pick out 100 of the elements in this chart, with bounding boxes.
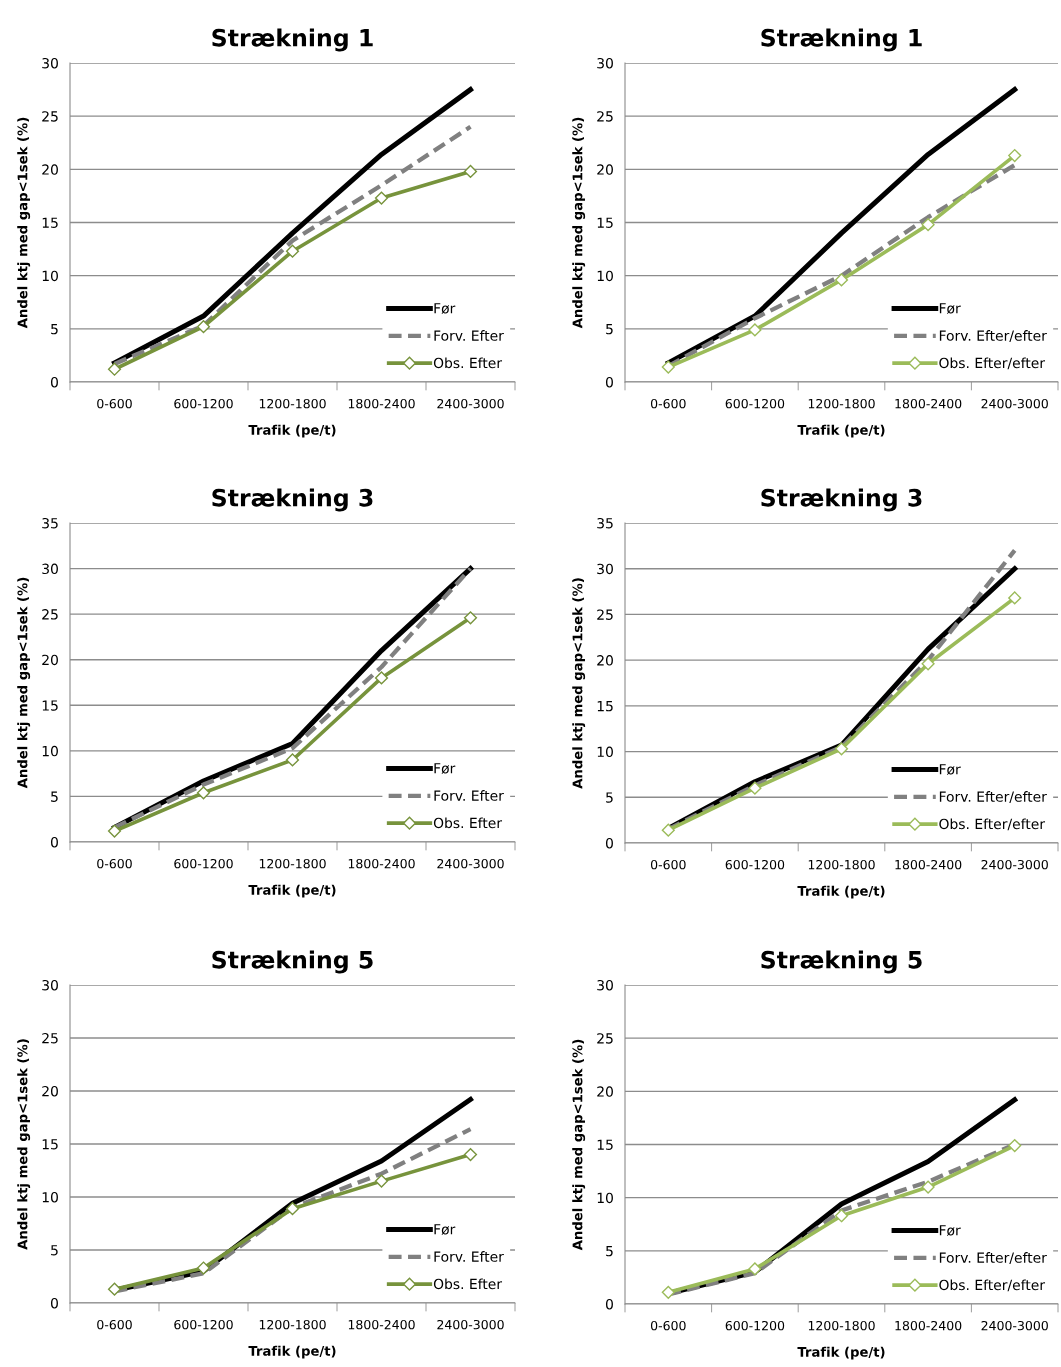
- y-axis-title: Andel ktj med gap<1sek (%): [17, 1039, 31, 1250]
- y-tick-label: 25: [597, 609, 613, 620]
- x-axis-title: Trafik (pe/t): [248, 1345, 336, 1359]
- y-tick-label: 5: [606, 323, 613, 335]
- x-axis-title: Trafik (pe/t): [797, 424, 885, 438]
- x-tick-label: 600-1200: [174, 398, 233, 409]
- point: [1008, 591, 1022, 605]
- y-tick-label: 5: [606, 1245, 613, 1257]
- y-tick-label: 10: [42, 270, 58, 282]
- y-tick-label: 20: [597, 164, 613, 175]
- x-tick-label: 1800-2400: [348, 398, 415, 409]
- point: [285, 244, 300, 258]
- x-tick-label: 600-1200: [725, 859, 785, 870]
- chart-title: Strækning 1: [212, 28, 373, 52]
- y-tick-label: 30: [42, 979, 58, 991]
- y-tick-label: 0: [50, 376, 58, 388]
- point: [661, 360, 675, 374]
- y-tick-label: 0: [605, 837, 613, 849]
- x-axis-title: Trafik (pe/t): [248, 424, 336, 438]
- y-axis-title: Andel ktj med gap<1sek (%): [572, 1039, 586, 1251]
- point: [285, 1202, 300, 1216]
- x-axis-title: Trafik (pe/t): [248, 884, 336, 898]
- x-tick-label: 0-600: [650, 398, 686, 409]
- y-tick-label: 30: [597, 979, 613, 991]
- x-tick-label: 600-1200: [174, 858, 233, 869]
- point: [374, 1174, 389, 1188]
- x-tick-label: 1800-2400: [348, 1319, 415, 1330]
- point: [107, 1282, 122, 1296]
- y-tick-label: 5: [51, 323, 58, 335]
- legend-label: Forv. Efter/efter: [939, 1252, 1047, 1264]
- point: [196, 786, 211, 800]
- chart-title: Strækning 5: [761, 950, 922, 974]
- x-tick-label: 1200-1800: [259, 1319, 326, 1330]
- point: [921, 657, 935, 671]
- legend-label: Obs. Efter: [433, 817, 503, 829]
- point: [661, 1285, 675, 1299]
- y-tick-label: 30: [42, 563, 58, 575]
- legend-label: Før: [939, 303, 961, 314]
- point: [834, 1209, 849, 1223]
- chart-title: Strækning 5: [212, 950, 373, 974]
- legend-label: Obs. Efter/efter: [939, 818, 1046, 831]
- y-tick-label: 5: [51, 791, 58, 802]
- x-tick-label: 2400-3000: [981, 859, 1048, 870]
- x-tick-label: 1800-2400: [895, 398, 962, 409]
- x-tick-label: 1200-1800: [808, 398, 875, 409]
- point: [834, 742, 849, 756]
- point: [921, 218, 935, 232]
- y-tick-label: 25: [597, 111, 613, 122]
- y-tick-label: 20: [42, 654, 58, 666]
- y-axis-title: Andel ktj med gap<1sek (%): [572, 578, 586, 789]
- point: [661, 823, 675, 837]
- point: [834, 273, 849, 287]
- legend-label: Før: [434, 303, 456, 314]
- legend-label: Forv. Efter: [434, 1251, 504, 1262]
- x-tick-label: 2400-3000: [981, 398, 1048, 409]
- x-tick-label: 1800-2400: [895, 859, 962, 870]
- x-tick-label: 0-600: [97, 398, 132, 409]
- x-tick-label: 0-600: [97, 858, 132, 869]
- x-axis-title: Trafik (pe/t): [797, 1346, 885, 1360]
- y-tick-label: 25: [42, 111, 58, 122]
- legend-label: Før: [434, 1224, 456, 1235]
- y-tick-label: 25: [597, 1033, 613, 1044]
- y-tick-label: 0: [605, 376, 613, 388]
- y-tick-label: 15: [42, 700, 58, 711]
- point: [374, 191, 389, 205]
- y-tick-label: 10: [597, 1192, 613, 1204]
- y-tick-label: 0: [605, 1298, 613, 1310]
- y-tick-label: 15: [597, 217, 613, 228]
- y-tick-label: 10: [42, 1191, 58, 1203]
- y-tick-label: 20: [597, 1086, 613, 1097]
- x-tick-label: 0-600: [97, 1319, 132, 1330]
- x-tick-label: 1200-1800: [808, 1320, 875, 1331]
- point: [463, 1148, 478, 1162]
- legend-label: Obs. Efter: [433, 1278, 503, 1290]
- legend-label: Før: [939, 1225, 961, 1236]
- x-axis-title: Trafik (pe/t): [797, 885, 885, 899]
- x-tick-label: 2400-3000: [437, 398, 504, 409]
- y-axis-title: Andel ktj med gap<1sek (%): [17, 117, 31, 329]
- x-tick-label: 1800-2400: [348, 858, 415, 869]
- x-tick-label: 1200-1800: [259, 398, 326, 409]
- x-tick-label: 0-600: [650, 1320, 686, 1331]
- y-tick-label: 15: [597, 1139, 613, 1150]
- y-tick-label: 20: [42, 164, 58, 175]
- y-tick-label: 5: [51, 1245, 58, 1256]
- x-tick-label: 1200-1800: [259, 858, 326, 869]
- x-tick-label: 1800-2400: [895, 1320, 962, 1331]
- y-tick-label: 5: [606, 792, 613, 803]
- y-tick-label: 30: [597, 563, 613, 575]
- point: [107, 362, 122, 376]
- legend-label: Før: [939, 764, 961, 775]
- x-tick-label: 0-600: [650, 859, 686, 870]
- point: [463, 611, 478, 625]
- y-axis-title: Andel ktj med gap<1sek (%): [17, 577, 31, 789]
- x-tick-label: 2400-3000: [437, 1319, 504, 1330]
- point: [196, 320, 211, 334]
- x-tick-label: 600-1200: [174, 1319, 233, 1330]
- y-tick-label: 15: [42, 217, 58, 228]
- point: [463, 164, 478, 179]
- y-tick-label: 20: [597, 655, 613, 666]
- y-tick-label: 15: [42, 1139, 58, 1150]
